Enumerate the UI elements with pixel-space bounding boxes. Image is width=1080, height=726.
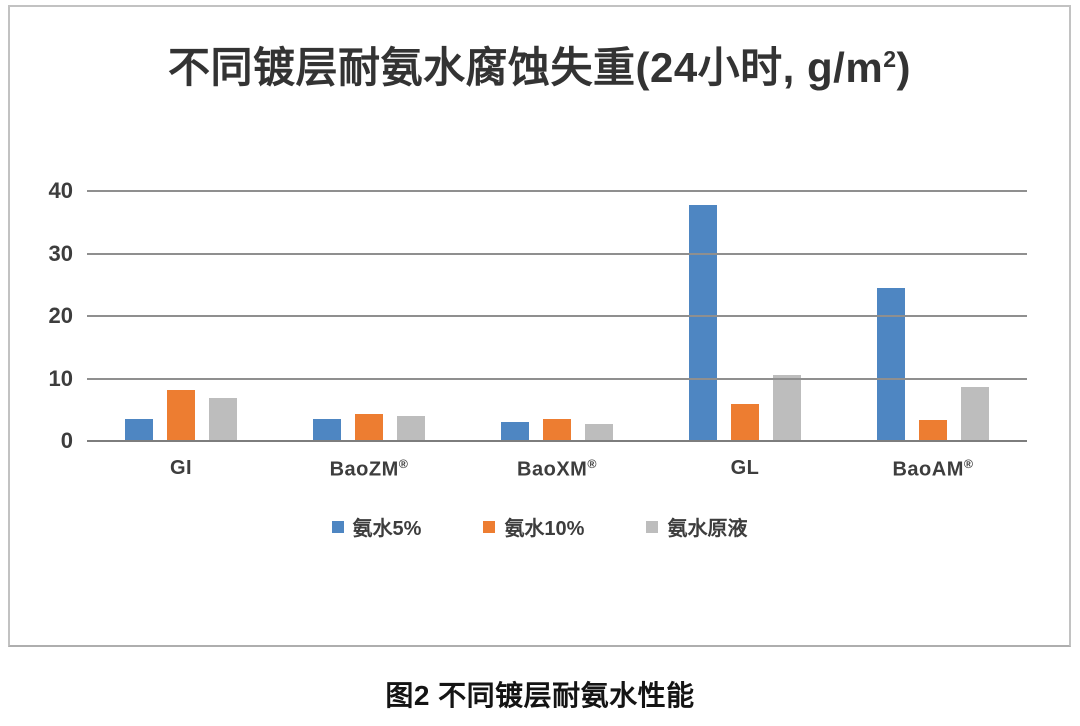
y-axis-tick-10: 10	[48, 365, 73, 391]
chart-title: 不同镀层耐氨水腐蚀失重(24小时, g/m2)	[10, 33, 1069, 94]
plot-area: GI BaoZM® BaoXM® GL BaoAM® 0 10 20 30 40	[49, 178, 1027, 481]
bar-series1-cat4	[919, 419, 947, 441]
x-axis-labels: GI BaoZM® BaoXM® GL BaoAM®	[87, 457, 1027, 482]
y-axis-tick-40: 40	[48, 178, 73, 203]
bar-series1-cat0	[167, 389, 195, 441]
legend: 氨水5% 氨水10% 氨水原液	[10, 512, 1069, 541]
gridline-10	[87, 377, 1027, 380]
bar-series2-cat2	[585, 423, 613, 441]
category-label-1: BaoZM®	[329, 457, 409, 481]
chart-frame: 不同镀层耐氨水腐蚀失重(24小时, g/m2) GI BaoZM® BaoXM® GL…	[8, 5, 1071, 647]
figure-caption: 图2 不同镀层耐氨水性能	[385, 680, 695, 711]
category-label-2: BaoXM®	[517, 457, 597, 481]
gridline-0	[87, 440, 1027, 442]
category-label-4: BaoAM®	[892, 457, 974, 481]
legend-item-1: 氨水10%	[483, 512, 584, 541]
bar-series0-cat2	[501, 422, 529, 441]
chart-title-close-paren: )	[896, 44, 912, 91]
legend-item-2: 氨水原液	[646, 512, 747, 541]
bar-series0-cat3	[689, 204, 717, 441]
bar-series2-cat0	[209, 397, 237, 441]
bar-group-3	[651, 191, 839, 441]
y-axis-tick-30: 30	[48, 240, 73, 266]
legend-label-2: 氨水原液	[667, 518, 748, 540]
legend-swatch-icon	[331, 520, 344, 533]
y-axis-tick-20: 20	[48, 303, 73, 328]
bar-series1-cat3	[731, 403, 759, 441]
bar-series2-cat4	[961, 387, 989, 441]
y-axis-tick-0: 0	[60, 428, 73, 453]
gridline-40	[87, 190, 1027, 192]
bar-series0-cat1	[313, 419, 341, 441]
gridline-20	[87, 315, 1027, 317]
bar-series0-cat0	[125, 418, 153, 441]
bar-series1-cat2	[543, 419, 571, 441]
bar-series0-cat4	[877, 287, 905, 441]
bar-group-4	[839, 191, 1027, 441]
bar-group-2	[463, 191, 651, 441]
gridline-30	[87, 252, 1027, 255]
legend-label-1: 氨水10%	[504, 518, 585, 540]
legend-label-0: 氨水5%	[352, 518, 422, 540]
registered-trademark-symbol: ®	[963, 457, 974, 471]
bar-series1-cat1	[355, 414, 383, 441]
legend-swatch-icon	[483, 520, 496, 533]
bar-series2-cat3	[773, 375, 801, 441]
bar-group-0	[87, 191, 275, 441]
legend-swatch-icon	[646, 520, 659, 533]
chart-title-superscript: 2	[883, 46, 897, 72]
chart-title-text: 不同镀层耐氨水腐蚀失重(24小时, g/m	[167, 44, 884, 91]
bar-series2-cat1	[397, 416, 425, 441]
bar-groups	[87, 191, 1027, 441]
registered-trademark-symbol: ®	[398, 457, 409, 471]
category-label-0: GI	[169, 457, 193, 479]
category-label-3: GL	[730, 457, 760, 479]
legend-item-0: 氨水5%	[331, 512, 422, 541]
bar-group-1	[275, 191, 463, 441]
registered-trademark-symbol: ®	[587, 457, 597, 471]
